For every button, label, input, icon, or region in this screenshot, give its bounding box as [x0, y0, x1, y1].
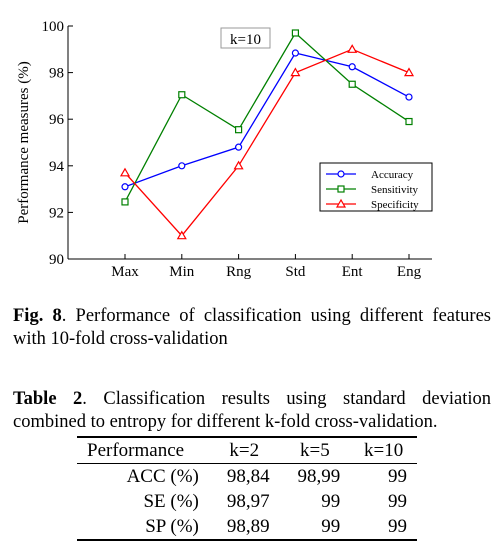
- x-tick-label: Std: [285, 264, 306, 280]
- y-tick-label: 96: [49, 112, 65, 128]
- table-cell: 99: [388, 490, 407, 512]
- table-header-cell: k=5: [300, 439, 330, 461]
- y-tick-label: 94: [49, 159, 65, 175]
- chart-annotation: k=10: [220, 27, 271, 49]
- legend-marker-accuracy: [337, 170, 345, 178]
- x-tick-label: Min: [169, 264, 195, 280]
- table-header-row: Performance k=2 k=5 k=10: [77, 437, 417, 464]
- chart-series: [119, 29, 415, 240]
- performance-chart: 90 92 94 96 98 100 Max Min Rng Std Ent Eng Performan…: [16, 19, 433, 280]
- data-point-specificity: [119, 167, 131, 177]
- legend-marker-specificity: [335, 198, 347, 208]
- table-caption: Table 2. Classification results using st…: [13, 388, 491, 434]
- table-cell: 98,89: [226, 515, 270, 537]
- figure-caption-text: . Performance of classification using di…: [13, 306, 491, 349]
- legend-marker-sensitivity: [337, 185, 345, 193]
- x-tick-label: Ent: [342, 264, 364, 280]
- data-point-accuracy: [348, 63, 356, 71]
- series-line-sensitivity: [124, 31, 410, 203]
- x-tick-label: Rng: [226, 264, 252, 280]
- series-line-specificity: [124, 48, 410, 237]
- y-tick-label: 90: [49, 252, 64, 268]
- table-header-cell: k=2: [229, 439, 260, 461]
- data-point-accuracy: [235, 143, 243, 151]
- table-cell: 99: [321, 515, 341, 537]
- data-point-sensitivity: [348, 80, 356, 88]
- table-cell: SE (%): [143, 490, 199, 512]
- data-point-sensitivity: [405, 117, 413, 126]
- figure-caption: Fig. 8. Performance of classification us…: [13, 305, 491, 351]
- data-point-accuracy: [405, 93, 413, 101]
- table-cell: 99: [321, 490, 341, 512]
- annotation-box: [220, 27, 271, 49]
- data-point-sensitivity: [291, 29, 299, 37]
- data-point-accuracy: [178, 162, 186, 170]
- table-cell: 98,99: [297, 465, 341, 487]
- annotation-label: k=10: [230, 32, 261, 48]
- table-cell: ACC (%): [126, 465, 199, 487]
- data-point-accuracy: [291, 49, 299, 57]
- data-point-specificity: [176, 230, 187, 240]
- x-tick-label: Max: [111, 264, 139, 280]
- data-point-specificity: [290, 67, 301, 77]
- data-point-sensitivity: [178, 91, 186, 99]
- table-caption-text: . Classification results using standard …: [13, 389, 492, 432]
- table-header-cell: k=10: [364, 439, 404, 461]
- y-axis-label: Performance measures (%): [16, 61, 32, 223]
- table-row: SE (%) 98,97 99 99: [77, 489, 417, 514]
- table-row: SP (%) 98,89 99 99: [77, 514, 417, 540]
- table-row: ACC (%) 98,84 98,99 99: [77, 464, 417, 490]
- data-point-specificity: [347, 44, 358, 53]
- x-tick-label: Eng: [397, 264, 422, 280]
- table-cell: 98,97: [226, 490, 270, 512]
- table-header-cell: Performance: [87, 439, 185, 461]
- table-cell: 99: [388, 515, 407, 537]
- legend-label-specificity: Specificity: [371, 199, 419, 211]
- data-point-accuracy: [121, 183, 129, 191]
- chart-legend: Accuracy Sensitivity Specificity: [319, 162, 433, 212]
- data-point-specificity: [233, 160, 244, 170]
- table-caption-label: Table 2: [13, 389, 83, 409]
- chart-axes: 90 92 94 96 98 100 Max Min Rng Std Ent Eng Performan…: [16, 19, 432, 280]
- y-tick-label: 98: [49, 66, 64, 82]
- table-cell: SP (%): [145, 515, 199, 537]
- legend-label-sensitivity: Sensitivity: [371, 184, 419, 196]
- table-cell: 98,84: [226, 465, 270, 487]
- data-point-sensitivity: [121, 198, 129, 206]
- series-line-accuracy: [124, 52, 410, 188]
- y-tick-label: 100: [42, 19, 65, 35]
- results-table: Performance k=2 k=5 k=10 ACC (%) 98,84 9…: [77, 436, 417, 541]
- data-point-sensitivity: [235, 126, 243, 134]
- table-cell: 99: [388, 465, 407, 487]
- legend-label-accuracy: Accuracy: [371, 169, 414, 181]
- data-point-specificity: [403, 67, 415, 77]
- y-tick-label: 92: [49, 205, 64, 221]
- figure-caption-label: Fig. 8: [13, 306, 62, 326]
